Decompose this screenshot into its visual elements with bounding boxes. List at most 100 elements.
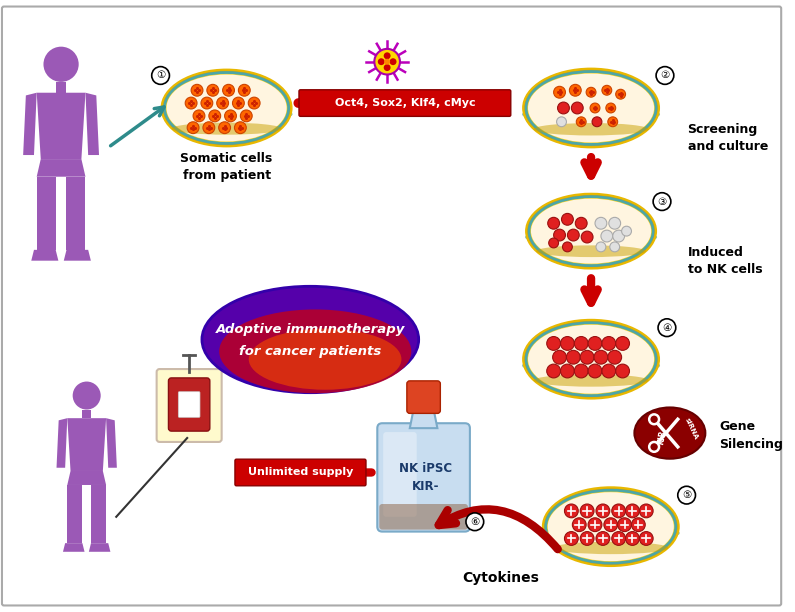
Circle shape (581, 231, 593, 243)
Circle shape (678, 487, 696, 504)
Circle shape (384, 53, 390, 59)
Circle shape (602, 364, 615, 378)
Text: Induced
to NK cells: Induced to NK cells (688, 246, 762, 276)
Circle shape (549, 238, 559, 248)
Circle shape (608, 117, 618, 127)
Circle shape (602, 337, 615, 350)
Circle shape (384, 64, 390, 71)
Circle shape (574, 337, 588, 350)
Circle shape (378, 58, 385, 65)
Polygon shape (91, 485, 106, 543)
FancyBboxPatch shape (299, 90, 510, 116)
FancyBboxPatch shape (383, 432, 417, 517)
Polygon shape (37, 93, 85, 159)
Circle shape (650, 414, 659, 424)
Circle shape (569, 84, 581, 96)
Circle shape (590, 103, 600, 113)
Circle shape (588, 364, 602, 378)
Circle shape (612, 532, 626, 545)
Circle shape (580, 350, 594, 364)
FancyBboxPatch shape (378, 424, 470, 532)
Text: ④: ④ (662, 323, 672, 333)
Circle shape (588, 518, 602, 532)
Circle shape (547, 337, 560, 350)
Circle shape (596, 504, 610, 518)
Circle shape (615, 337, 630, 350)
FancyArrowPatch shape (439, 509, 558, 549)
Text: NK iPSC
KIR-: NK iPSC KIR- (399, 462, 452, 493)
Text: siRNA: siRNA (684, 417, 700, 441)
Text: for cancer patients: for cancer patients (239, 345, 382, 358)
Ellipse shape (533, 123, 649, 135)
Text: Adoptive immunotherapy: Adoptive immunotherapy (215, 323, 405, 336)
Circle shape (560, 364, 574, 378)
Circle shape (596, 242, 606, 252)
Circle shape (44, 47, 79, 82)
Circle shape (564, 504, 578, 518)
Circle shape (466, 513, 483, 531)
Circle shape (613, 230, 625, 242)
Circle shape (650, 442, 659, 452)
Ellipse shape (553, 542, 669, 554)
Circle shape (653, 193, 671, 211)
Circle shape (185, 97, 197, 109)
Circle shape (596, 532, 610, 545)
Polygon shape (31, 250, 58, 261)
Circle shape (606, 103, 615, 113)
FancyBboxPatch shape (2, 7, 781, 605)
Polygon shape (89, 543, 111, 552)
Polygon shape (68, 418, 106, 471)
Ellipse shape (166, 75, 287, 141)
Polygon shape (23, 93, 37, 155)
Circle shape (609, 217, 621, 229)
Circle shape (567, 350, 580, 364)
Ellipse shape (164, 72, 289, 144)
Ellipse shape (525, 193, 657, 269)
Circle shape (631, 518, 646, 532)
Polygon shape (56, 418, 68, 468)
Text: ⑥: ⑥ (470, 517, 479, 527)
Circle shape (610, 242, 619, 252)
FancyBboxPatch shape (379, 504, 468, 529)
Circle shape (553, 350, 567, 364)
Ellipse shape (522, 67, 660, 148)
Circle shape (553, 229, 565, 241)
Polygon shape (67, 177, 85, 250)
FancyBboxPatch shape (157, 369, 222, 442)
Circle shape (209, 110, 221, 122)
Text: Gene
Silencing: Gene Silencing (719, 420, 783, 451)
FancyBboxPatch shape (235, 459, 366, 486)
Circle shape (576, 117, 586, 127)
FancyBboxPatch shape (178, 392, 200, 417)
Circle shape (72, 381, 101, 409)
Text: Oct4, Sox2, Klf4, cMyc: Oct4, Sox2, Klf4, cMyc (335, 98, 475, 108)
Ellipse shape (542, 523, 680, 543)
Circle shape (572, 102, 584, 114)
Polygon shape (56, 82, 67, 93)
Text: Cytokines: Cytokines (462, 571, 539, 585)
Circle shape (608, 350, 622, 364)
Circle shape (601, 230, 613, 242)
Text: ②: ② (661, 70, 669, 81)
Polygon shape (68, 485, 83, 543)
Circle shape (240, 110, 252, 122)
Circle shape (193, 110, 205, 122)
Circle shape (580, 504, 594, 518)
Text: Unlimited supply: Unlimited supply (248, 468, 353, 477)
Circle shape (639, 504, 653, 518)
Circle shape (187, 122, 199, 133)
Ellipse shape (528, 73, 654, 143)
Circle shape (592, 117, 602, 127)
Circle shape (201, 97, 213, 109)
Circle shape (612, 504, 626, 518)
Circle shape (626, 504, 639, 518)
Circle shape (556, 117, 567, 127)
Circle shape (217, 97, 228, 109)
Ellipse shape (202, 286, 419, 393)
Ellipse shape (545, 489, 677, 564)
Circle shape (390, 58, 397, 65)
Circle shape (560, 337, 574, 350)
FancyBboxPatch shape (407, 381, 440, 413)
Ellipse shape (548, 492, 674, 561)
Circle shape (248, 97, 260, 109)
